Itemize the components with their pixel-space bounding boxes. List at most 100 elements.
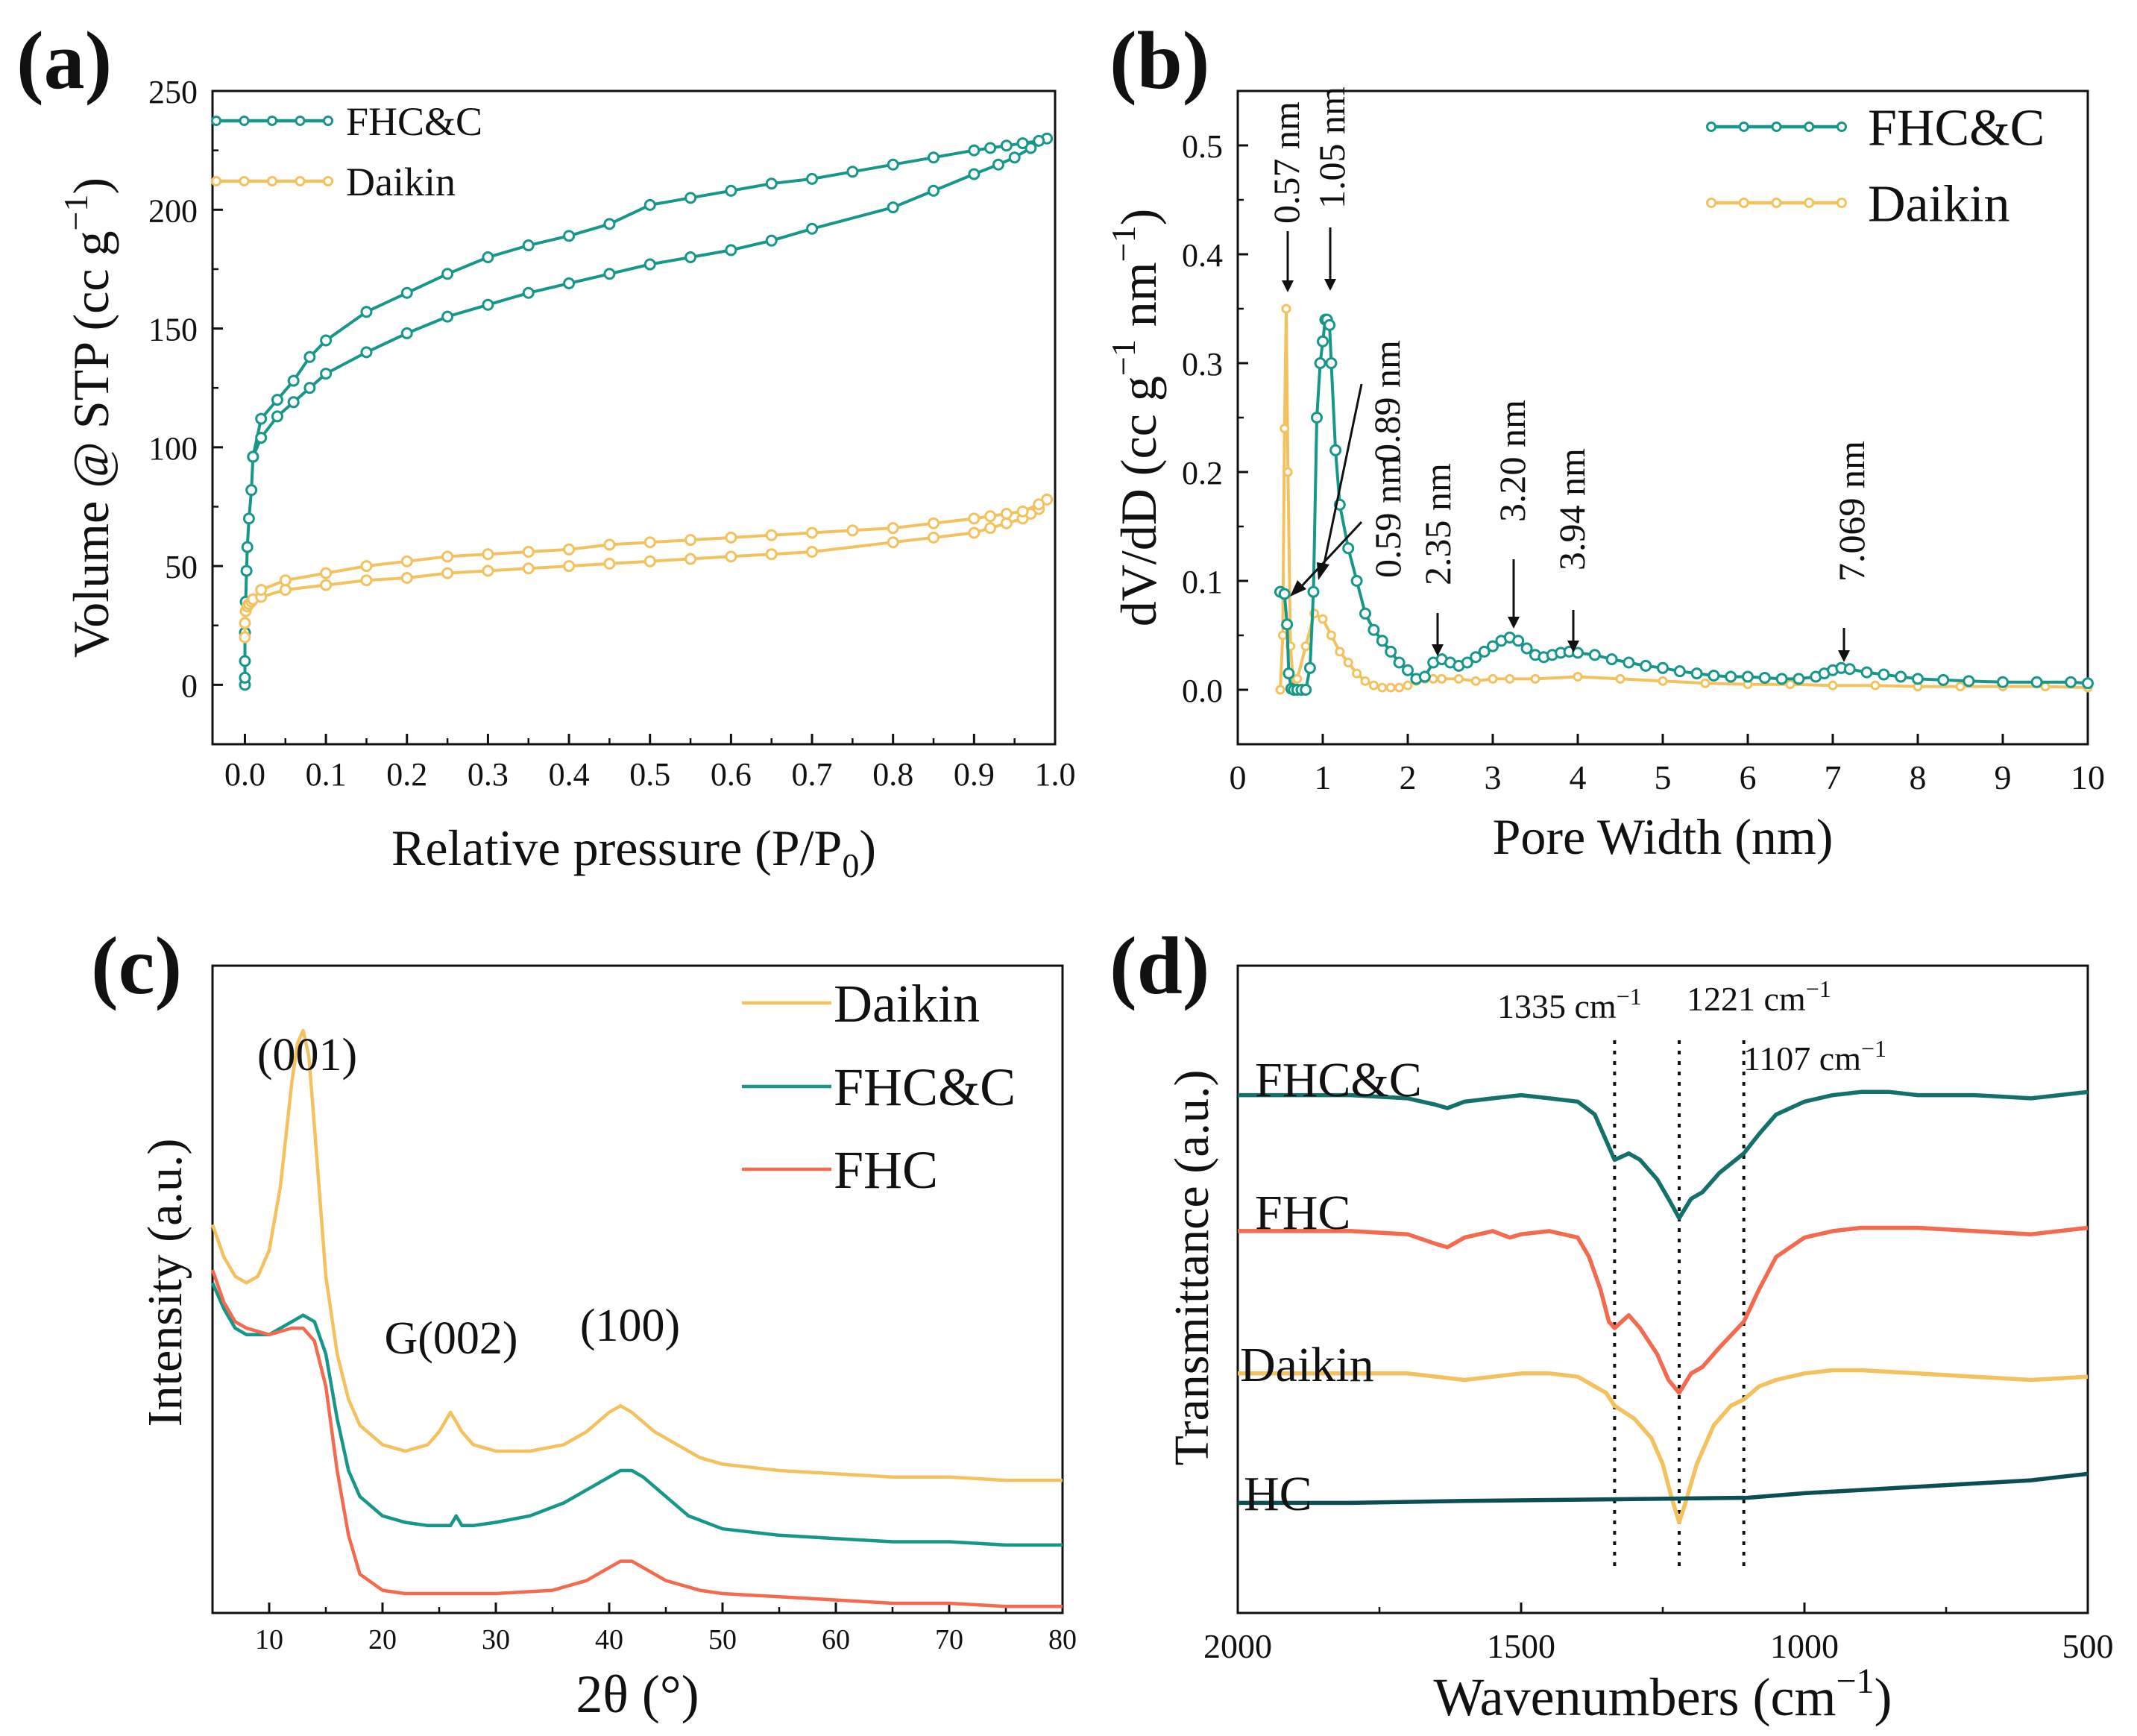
data-point: [1277, 630, 1288, 641]
data-point: [2082, 677, 2094, 690]
data-point: [1470, 676, 1481, 686]
annotation-001: (001): [257, 1030, 357, 1081]
data-point: [1505, 673, 1515, 684]
legend-marker: [1837, 198, 1847, 208]
data-point: [643, 198, 656, 211]
data-point: [1725, 670, 1737, 683]
legend-marker: [211, 176, 221, 186]
y-tick-label: 0.2: [1182, 455, 1223, 491]
data-point: [1368, 623, 1380, 636]
x-axis-label: Pore Width (nm): [1493, 808, 1834, 865]
data-point: [400, 555, 413, 567]
y-tick-label: 0.0: [1182, 673, 1223, 709]
x-tick-label: 20: [368, 1624, 397, 1655]
annotation-7069: 7.069 nm: [1831, 441, 1872, 582]
axes-frame-a: [211, 89, 1057, 746]
y-tick-label: 0: [181, 667, 198, 704]
data-point: [482, 548, 494, 561]
data-point: [241, 541, 254, 553]
y-axis-label-end: ): [1110, 209, 1167, 226]
panel-label: (b): [1110, 15, 1209, 106]
data-point: [522, 239, 535, 252]
data-point: [320, 567, 333, 579]
y-axis-label-sup2: −1: [1104, 225, 1142, 262]
data-point: [1453, 673, 1464, 684]
arrow-320-head: [1508, 617, 1520, 629]
data-point: [1282, 467, 1293, 477]
data-point: [1758, 671, 1771, 684]
series-label-daikin: Daikin: [1240, 1338, 1374, 1392]
data-point: [1326, 630, 1336, 641]
data-point: [684, 534, 697, 547]
arrow-105-head: [1324, 279, 1336, 291]
x-tick-label: 60: [822, 1624, 850, 1655]
data-point: [806, 222, 819, 235]
data-point: [1393, 656, 1406, 669]
legend-marker: [1738, 122, 1749, 132]
y-tick-label: 250: [148, 74, 198, 110]
x-tick-label: 0.8: [872, 756, 913, 793]
x-tick-label: 5: [1655, 758, 1672, 796]
panel-label: (d): [1110, 920, 1209, 1011]
x-axis-label: Relative pressure (P/P0): [391, 820, 876, 884]
data-point: [360, 346, 373, 359]
data-point: [1572, 647, 1584, 659]
data-point: [1300, 684, 1312, 696]
data-point: [320, 579, 333, 591]
data-point: [239, 631, 251, 644]
data-point: [1785, 679, 1795, 690]
data-point: [2040, 682, 2051, 692]
data-point: [1640, 659, 1652, 672]
series-label-fhc: FHC: [1255, 1186, 1350, 1240]
data-point: [1275, 685, 1285, 695]
legend-marker: [267, 116, 277, 126]
x-tick-label: 1500: [1487, 1627, 1555, 1665]
x-tick-label: 500: [2062, 1627, 2114, 1665]
data-point: [984, 510, 997, 523]
data-point: [992, 158, 1004, 171]
data-point: [1512, 635, 1525, 647]
x-tick-label: 70: [935, 1624, 963, 1655]
data-point: [1895, 670, 1907, 683]
legend-label: FHC: [834, 1140, 938, 1200]
data-point: [400, 327, 413, 339]
x-tick-label: 2000: [1203, 1627, 1272, 1665]
data-point: [1317, 335, 1329, 347]
data-point: [928, 151, 940, 164]
data-point: [1325, 357, 1338, 369]
x-tick-label: 0.9: [954, 756, 995, 793]
data-point: [1402, 664, 1414, 676]
data-point: [1300, 641, 1311, 652]
series-line-fhcc: [210, 1282, 1063, 1547]
data-point: [1878, 668, 1890, 681]
data-point: [643, 258, 656, 271]
x-tick-label: 0.4: [549, 756, 590, 793]
x-axis-label-sup: −1: [1836, 1661, 1874, 1701]
x-tick-label: 0.6: [711, 756, 752, 793]
data-point: [1000, 508, 1013, 521]
data-point: [482, 564, 494, 577]
arrow-089-shaft: [1322, 383, 1363, 567]
y-axis-label: Volume @ STP (cc g−1): [57, 177, 119, 658]
data-point: [765, 548, 778, 561]
panel-b: 0 1 2 3 4 5 6 7 8 9 10 0.0 0.1 0.2 0.3 0.4 0.5 FHC&C Daiki…: [1104, 15, 2105, 865]
data-point: [1437, 673, 1447, 684]
data-point: [303, 382, 316, 394]
data-point: [725, 184, 737, 197]
legend-label: Daikin: [346, 160, 456, 204]
data-point: [1487, 640, 1499, 652]
data-point: [247, 450, 259, 463]
data-point: [279, 574, 292, 587]
x-tick-label: 0.0: [224, 756, 265, 793]
data-point: [563, 230, 576, 242]
data-point: [887, 522, 899, 535]
data-point: [2030, 676, 2043, 688]
data-point: [287, 396, 300, 409]
data-point: [725, 244, 737, 257]
data-point: [1418, 670, 1431, 683]
data-point: [928, 531, 940, 544]
x-tick-label: 0: [1230, 758, 1247, 796]
data-point: [1708, 670, 1720, 682]
data-point: [1303, 661, 1316, 674]
